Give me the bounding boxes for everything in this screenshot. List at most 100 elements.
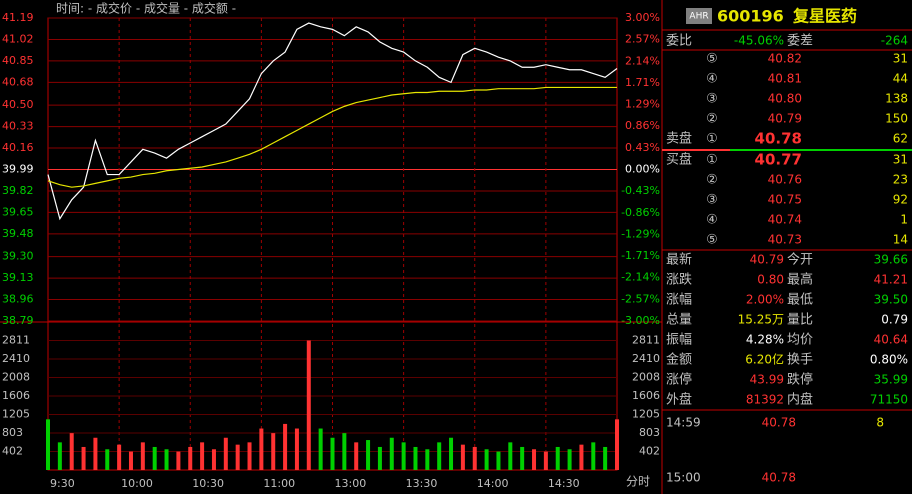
volume-bar [128, 451, 133, 470]
y-tick-label: 39.48 [2, 227, 34, 240]
stat-label: 金额 [666, 352, 692, 368]
y-tick-label: 38.96 [2, 293, 34, 306]
volume-bar [105, 449, 110, 470]
volume-tick-label-right: 402 [639, 444, 660, 457]
ask-level: ② [706, 112, 718, 127]
x-tick-label: 11:00 [263, 477, 295, 490]
x-tick-label: 13:00 [335, 477, 367, 490]
bid-volume: 31 [893, 153, 908, 167]
volume-tick-label-right: 1205 [632, 407, 660, 420]
ask-price: 40.82 [768, 52, 802, 66]
stat-label: 涨幅 [666, 293, 692, 308]
y2-tick-label: -3.00% [621, 314, 660, 327]
y-tick-label: 39.82 [2, 184, 34, 197]
volume-tick-label: 1606 [2, 389, 30, 402]
y2-tick-label: -1.29% [621, 228, 660, 241]
bid-level: ③ [706, 193, 718, 208]
volume-bar [188, 446, 193, 470]
volume-bar [57, 442, 62, 470]
ask-price: 40.81 [768, 72, 802, 86]
volume-bar [425, 449, 430, 470]
market-tag: AHR [689, 12, 708, 22]
stat-value: 40.79 [750, 253, 784, 267]
ask-level: ⑤ [706, 52, 718, 67]
ask-volume: 138 [885, 92, 908, 106]
volume-bar [283, 423, 288, 470]
wb-value: -45.06% [734, 34, 784, 48]
sell-label: 卖盘 [666, 131, 692, 147]
stat-label: 涨停 [666, 372, 692, 388]
x-tick-label: 10:00 [121, 477, 153, 490]
y-tick-label: 40.50 [2, 98, 34, 111]
stat-value: 40.64 [874, 333, 908, 347]
volume-bar [69, 433, 74, 470]
trade-time: 15:00 [666, 471, 701, 485]
y-tick-label: 38.79 [2, 314, 34, 327]
stat-value: 43.99 [750, 373, 784, 387]
x-tick-label: 10:30 [192, 477, 224, 490]
stat-value: 2.00% [746, 293, 784, 307]
volume-tick-label-right: 2008 [632, 370, 660, 383]
bid-level: ④ [706, 213, 718, 228]
ask-level: ③ [706, 92, 718, 107]
volume-bar [259, 428, 264, 470]
volume-bar [555, 446, 560, 470]
buy-label: 买盘 [666, 152, 692, 168]
volume-bar [543, 451, 548, 470]
bid-price: 40.76 [768, 173, 802, 187]
ask-price: 40.79 [768, 112, 802, 126]
bid-level: ⑤ [706, 233, 718, 248]
y-tick-label: 40.68 [2, 75, 34, 88]
market-tag-box [686, 8, 712, 24]
volume-bar [377, 446, 382, 470]
bid-price: 40.74 [768, 213, 802, 227]
volume-bar [235, 444, 240, 470]
y2-tick-label: -2.57% [621, 292, 660, 305]
y-tick-label: 39.65 [2, 205, 34, 218]
volume-bar [603, 446, 608, 470]
y2-tick-label: -0.43% [621, 184, 660, 197]
volume-bar [93, 437, 98, 470]
volume-tick-label: 803 [2, 426, 23, 439]
volume-bar [579, 444, 584, 470]
stat-label: 最新 [666, 252, 692, 268]
average-line [47, 86, 617, 188]
volume-tick-label-right: 2410 [632, 352, 660, 365]
stat-value: 6.20亿 [745, 352, 784, 367]
y-tick-label: 39.30 [2, 250, 34, 263]
wb-label: 委比 [666, 34, 692, 49]
ask-level: ④ [706, 72, 718, 87]
trade-volume: 8 [876, 416, 884, 430]
y-tick-label: 40.33 [2, 120, 34, 133]
stat-value: 0.79 [881, 313, 908, 327]
volume-bar [271, 433, 276, 470]
stat-label: 涨跌 [666, 272, 692, 288]
y-tick-label: 41.19 [2, 11, 34, 24]
y2-tick-label: -2.14% [621, 271, 660, 284]
y2-tick-label: -0.86% [621, 206, 660, 219]
ask-level: ① [706, 132, 718, 147]
y2-tick-label: 3.00% [625, 11, 660, 24]
bid-level: ① [706, 153, 718, 168]
volume-bar [520, 446, 525, 470]
stat-value: 35.99 [874, 373, 908, 387]
x-tick-label: 13:30 [406, 477, 438, 490]
stat-label: 总量 [666, 313, 692, 328]
stat-label: 振幅 [666, 333, 692, 348]
volume-bar [389, 437, 394, 470]
volume-bar [342, 433, 347, 470]
ask-price: 40.78 [755, 130, 802, 148]
stat-value: 39.66 [874, 253, 908, 267]
bid-volume: 14 [893, 233, 908, 247]
x-tick-label: 14:00 [477, 477, 509, 490]
volume-bar [164, 449, 169, 470]
volume-bar [306, 340, 311, 470]
y2-tick-label: 0.00% [625, 163, 660, 176]
volume-bar [366, 440, 371, 470]
volume-bar [152, 446, 157, 470]
volume-bar [615, 419, 619, 470]
volume-bar [437, 442, 442, 470]
stock-name: 复星医药 [792, 7, 857, 26]
volume-tick-label: 2008 [2, 370, 30, 383]
volume-bar [449, 437, 454, 470]
